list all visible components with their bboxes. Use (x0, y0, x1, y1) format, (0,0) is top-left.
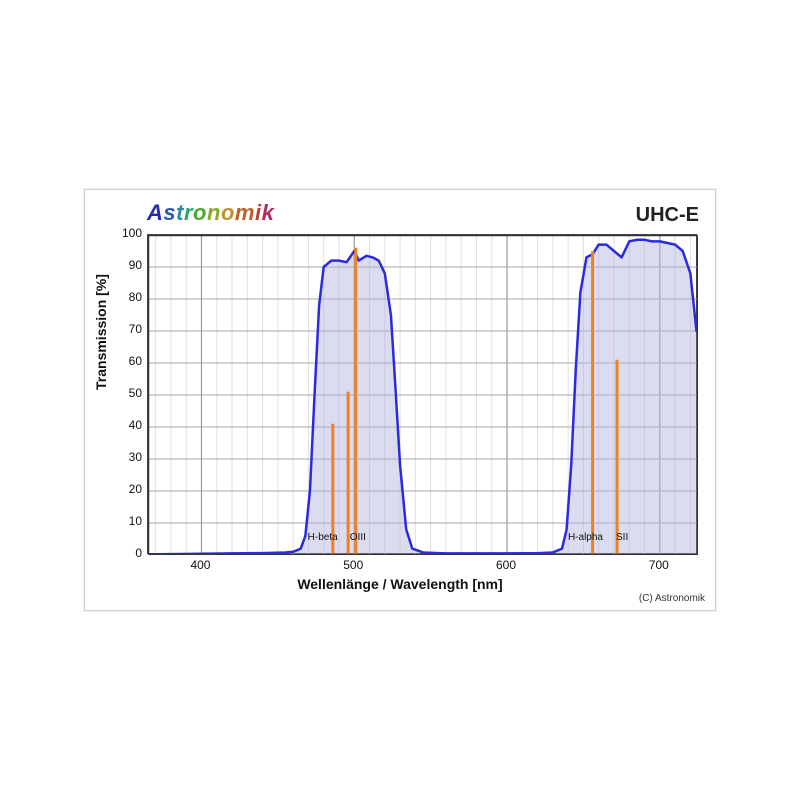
emission-line-label: H-alpha (568, 532, 603, 543)
x-axis-label: Wellenlänge / Wavelength [nm] (85, 576, 715, 592)
y-tick-label: 20 (112, 482, 142, 496)
plot-area (147, 234, 697, 554)
y-tick-label: 40 (112, 418, 142, 432)
y-tick-label: 10 (112, 514, 142, 528)
plot-svg (148, 235, 698, 555)
x-tick-label: 500 (343, 558, 363, 572)
y-tick-label: 50 (112, 386, 142, 400)
page: Astronomik UHC-E Transmission [%] 0 10 20 3… (0, 0, 800, 800)
copyright: (C) Astronomik (639, 593, 705, 604)
chart-frame: Astronomik UHC-E Transmission [%] 0 10 20 3… (84, 189, 716, 611)
y-tick-label: 0 (112, 546, 142, 560)
brand-logo: Astronomik (147, 200, 274, 226)
filter-name: UHC-E (636, 204, 699, 227)
x-tick-label: 400 (190, 558, 210, 572)
y-tick-label: 30 (112, 450, 142, 464)
y-tick-label: 100 (112, 226, 142, 240)
emission-line-label: SII (616, 532, 628, 543)
y-tick-label: 90 (112, 258, 142, 272)
y-tick-label: 60 (112, 354, 142, 368)
y-axis-label: Transmission [%] (93, 274, 109, 390)
x-tick-label: 700 (649, 558, 669, 572)
y-tick-label: 70 (112, 322, 142, 336)
x-tick-label: 600 (496, 558, 516, 572)
y-tick-label: 80 (112, 290, 142, 304)
emission-line-label: H-beta (308, 532, 338, 543)
emission-line-label: OIII (350, 532, 366, 543)
